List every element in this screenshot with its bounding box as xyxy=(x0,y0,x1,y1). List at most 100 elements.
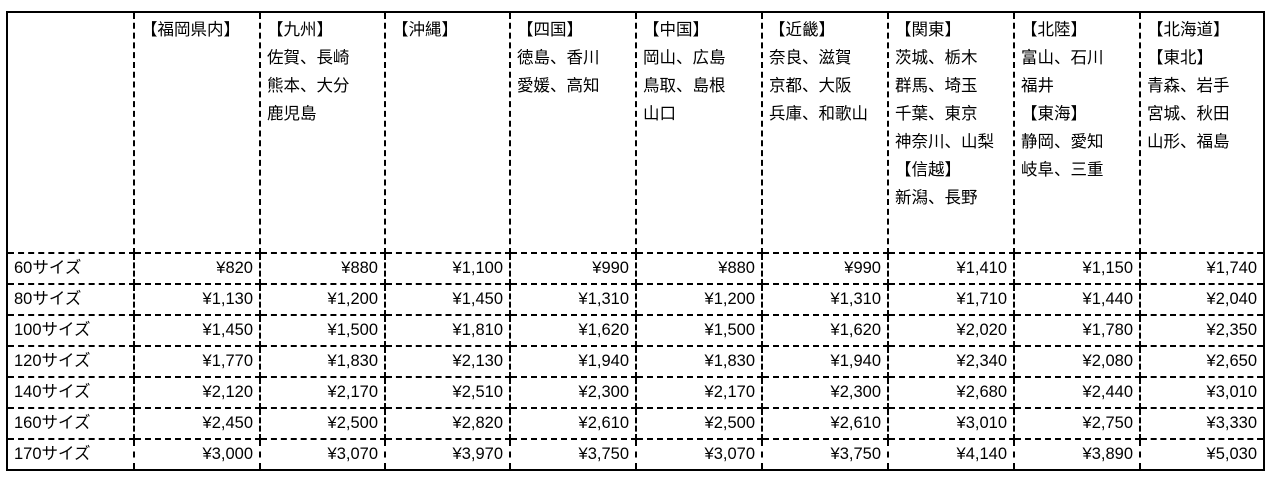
price-cell: ¥3,970 xyxy=(385,439,511,470)
region-prefecture-line: 鳥取、島根 xyxy=(643,77,726,95)
price-cell: ¥1,740 xyxy=(1140,253,1264,285)
header-region-lines: 【沖縄】 xyxy=(392,16,503,44)
region-prefecture-line: 青森、岩手 xyxy=(1147,77,1230,95)
header-cell-hokuriku: 【北陸】 富山、石川 福井 【東海】 静岡、愛知 岐阜、三重 xyxy=(1014,12,1141,254)
price-cell: ¥3,010 xyxy=(1140,377,1264,409)
price-cell: ¥2,450 xyxy=(134,408,261,440)
table-row: 170サイズ ¥3,000 ¥3,070 ¥3,970 ¥3,750 ¥3,070 ¥3,7… xyxy=(7,439,1264,470)
price-cell: ¥1,200 xyxy=(260,284,386,316)
region-prefecture-line: 京都、大阪 xyxy=(769,77,852,95)
header-cell-fukuoka: 【福岡県内】 xyxy=(134,12,261,254)
price-cell: ¥1,620 xyxy=(762,315,889,347)
price-cell: ¥2,300 xyxy=(762,377,889,409)
region-group-label: 【北海道】 xyxy=(1147,21,1230,39)
price-cell: ¥3,000 xyxy=(134,439,261,470)
region-prefecture-line: 徳島、香川 xyxy=(517,49,600,67)
price-cell: ¥2,510 xyxy=(385,377,511,409)
price-cell: ¥1,130 xyxy=(134,284,261,316)
table-row: 160サイズ ¥2,450 ¥2,500 ¥2,820 ¥2,610 ¥2,500 ¥2,6… xyxy=(7,408,1264,440)
price-cell: ¥820 xyxy=(134,253,261,285)
header-row: 【福岡県内】 【九州】 佐賀、長崎 熊本、大分 鹿児島 【沖縄】 【四国】 徳島、香川 愛媛、高… xyxy=(7,12,1264,254)
region-group-label: 【四国】 xyxy=(517,21,583,39)
size-label-cell: 80サイズ xyxy=(7,284,135,316)
region-group-label: 【福岡県内】 xyxy=(141,21,240,39)
price-cell: ¥1,770 xyxy=(134,346,261,378)
price-cell: ¥3,750 xyxy=(762,439,889,470)
price-cell: ¥2,020 xyxy=(888,315,1015,347)
region-group-label: 【沖縄】 xyxy=(392,21,458,39)
price-cell: ¥2,610 xyxy=(762,408,889,440)
price-cell: ¥3,070 xyxy=(636,439,763,470)
price-cell: ¥2,170 xyxy=(636,377,763,409)
region-prefecture-line: 新潟、長野 xyxy=(895,189,978,207)
price-cell: ¥5,030 xyxy=(1206,445,1257,463)
price-cell: ¥1,200 xyxy=(636,284,763,316)
size-label-cell: 120サイズ xyxy=(7,346,135,378)
header-region-lines: 【近畿】 奈良、滋賀 京都、大阪 兵庫、和歌山 xyxy=(769,16,881,128)
region-prefecture-line: 富山、石川 xyxy=(1021,49,1104,67)
price-cell: ¥1,830 xyxy=(260,346,386,378)
price-cell: ¥2,040 xyxy=(1140,284,1264,316)
price-cell: ¥4,140 xyxy=(888,439,1015,470)
price-cell: ¥1,500 xyxy=(636,315,763,347)
size-label-cell: 60サイズ xyxy=(7,253,135,285)
region-prefecture-line: 奈良、滋賀 xyxy=(769,49,852,67)
region-prefecture-line: 山形、福島 xyxy=(1147,133,1230,151)
shipping-rate-table: 【福岡県内】 【九州】 佐賀、長崎 熊本、大分 鹿児島 【沖縄】 【四国】 徳島、香川 愛媛、高… xyxy=(6,11,1265,471)
price-cell: ¥1,780 xyxy=(1014,315,1141,347)
region-prefecture-line: 愛媛、高知 xyxy=(517,77,600,95)
region-group-label: 【関東】 xyxy=(895,21,961,39)
price-cell: ¥990 xyxy=(510,253,637,285)
price-cell: ¥3,330 xyxy=(1140,408,1264,440)
price-cell: ¥880 xyxy=(636,253,763,285)
price-cell: ¥2,440 xyxy=(1014,377,1141,409)
header-region-lines: 【九州】 佐賀、長崎 熊本、大分 鹿児島 xyxy=(267,16,378,128)
header-region-lines: 【福岡県内】 xyxy=(141,16,253,44)
region-group-label: 【中国】 xyxy=(643,21,709,39)
price-cell: ¥2,170 xyxy=(260,377,386,409)
region-prefecture-line: 兵庫、和歌山 xyxy=(769,105,868,123)
region-prefecture-line: 千葉、東京 xyxy=(895,105,978,123)
region-group-label: 【九州】 xyxy=(267,21,333,39)
price-cell: ¥2,500 xyxy=(636,408,763,440)
price-cell: ¥2,680 xyxy=(888,377,1015,409)
price-cell: ¥3,070 xyxy=(260,439,386,470)
price-cell: ¥3,010 xyxy=(888,408,1015,440)
header-cell-okinawa: 【沖縄】 xyxy=(385,12,511,254)
price-cell: ¥1,810 xyxy=(385,315,511,347)
table-row: 60サイズ ¥820 ¥880 ¥1,100 ¥990 ¥880 ¥990 ¥1,410 ¥1,… xyxy=(7,253,1264,285)
price-cell: ¥1,310 xyxy=(510,284,637,316)
header-cell-hokkaido: 【北海道】 【東北】 青森、岩手 宮城、秋田 山形、福島 xyxy=(1140,12,1264,254)
region-prefecture-line: 福井 xyxy=(1021,77,1054,95)
region-prefecture-line: 静岡、愛知 xyxy=(1021,133,1104,151)
region-prefecture-line: 熊本、大分 xyxy=(267,77,350,95)
size-label-cell: 140サイズ xyxy=(7,377,135,409)
header-region-lines: 【北陸】 富山、石川 福井 【東海】 静岡、愛知 岐阜、三重 xyxy=(1021,16,1133,184)
price-cell: ¥1,710 xyxy=(888,284,1015,316)
price-cell: ¥2,130 xyxy=(385,346,511,378)
table-header: 【福岡県内】 【九州】 佐賀、長崎 熊本、大分 鹿児島 【沖縄】 【四国】 徳島、香川 愛媛、高… xyxy=(7,12,1264,254)
price-cell: ¥2,750 xyxy=(1014,408,1141,440)
region-prefecture-line: 宮城、秋田 xyxy=(1147,105,1230,123)
price-cell: ¥1,450 xyxy=(134,315,261,347)
table-row: 140サイズ ¥2,120 ¥2,170 ¥2,510 ¥2,300 ¥2,170 ¥2,3… xyxy=(7,377,1264,409)
price-cell: ¥2,300 xyxy=(510,377,637,409)
price-cell: ¥2,120 xyxy=(134,377,261,409)
price-cell: ¥1,940 xyxy=(510,346,637,378)
region-prefecture-line: 鹿児島 xyxy=(267,105,317,123)
price-cell: ¥1,150 xyxy=(1014,253,1141,285)
price-cell: ¥2,610 xyxy=(510,408,637,440)
price-cell: ¥1,310 xyxy=(762,284,889,316)
price-cell: ¥990 xyxy=(762,253,889,285)
price-cell: ¥1,410 xyxy=(888,253,1015,285)
size-label-cell: 170サイズ xyxy=(7,439,135,470)
header-region-lines: 【中国】 岡山、広島 鳥取、島根 山口 xyxy=(643,16,755,128)
price-cell: ¥2,350 xyxy=(1140,315,1264,347)
region-prefecture-line: 群馬、埼玉 xyxy=(895,77,978,95)
price-cell: ¥2,340 xyxy=(888,346,1015,378)
header-region-lines: 【関東】 茨城、栃木 群馬、埼玉 千葉、東京 神奈川、山梨 【信越】 新潟、長野 xyxy=(895,16,1007,212)
price-cell: ¥1,100 xyxy=(385,253,511,285)
region-prefecture-line: 茨城、栃木 xyxy=(895,49,978,67)
table-body: 60サイズ ¥820 ¥880 ¥1,100 ¥990 ¥880 ¥990 ¥1,410 ¥1,… xyxy=(7,253,1264,470)
